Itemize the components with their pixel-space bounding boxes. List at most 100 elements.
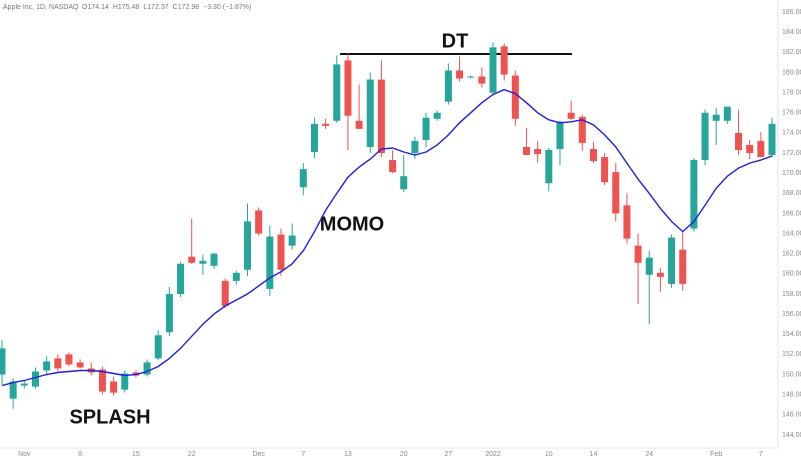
x-tick-label: 27 <box>444 451 452 458</box>
y-tick-label: 172.00 <box>782 150 801 157</box>
candle-body <box>612 172 620 214</box>
y-tick-label: 154.00 <box>782 331 801 338</box>
y-tick-label: 162.00 <box>782 251 801 258</box>
candle-body <box>467 76 475 78</box>
x-tick-label: Dec <box>252 451 265 458</box>
candle-body <box>9 381 17 399</box>
annotation: SPLASH <box>69 406 150 428</box>
x-tick-label: 13 <box>344 451 352 458</box>
candle-body <box>377 79 385 154</box>
x-tick-label: 24 <box>645 451 653 458</box>
moving-average-line <box>1 88 773 387</box>
candle-body <box>232 272 240 281</box>
candle-body <box>411 140 419 154</box>
ohlc-value: H175.48 <box>113 4 140 11</box>
x-tick-label: 15 <box>132 451 140 458</box>
candle-body <box>645 257 653 275</box>
x-tick-label: 20 <box>400 451 408 458</box>
candle-body <box>255 210 263 234</box>
x-tick-label: Nov <box>18 451 31 458</box>
y-tick-label: 176.00 <box>782 110 801 117</box>
y-tick-label: 148.00 <box>782 391 801 398</box>
candle-body <box>589 148 597 162</box>
y-tick-label: 156.00 <box>782 311 801 318</box>
candle-body <box>567 112 575 119</box>
annotation: MOMO <box>320 213 384 235</box>
candle-body <box>400 176 408 190</box>
candle-body <box>511 75 519 119</box>
y-tick-label: 160.00 <box>782 271 801 278</box>
candle-body <box>221 280 229 307</box>
candle-body <box>500 46 508 75</box>
candle-body <box>143 362 151 375</box>
annotation: DT <box>442 30 469 52</box>
y-tick-label: 178.00 <box>782 89 801 96</box>
candle-body <box>556 121 564 149</box>
candle-body <box>31 371 39 387</box>
y-tick-label: 146.00 <box>782 412 801 419</box>
y-tick-label: 150.00 <box>782 371 801 378</box>
candle-body <box>98 369 106 392</box>
candle-body <box>266 236 274 289</box>
x-tick-label: 10 <box>545 451 553 458</box>
candle-body <box>723 106 731 121</box>
candle-body <box>110 381 118 393</box>
x-tick-label: 8 <box>78 451 82 458</box>
candle-body <box>199 260 207 264</box>
candle-body <box>154 335 162 359</box>
candle-body <box>422 117 430 140</box>
y-tick-label: 158.00 <box>782 291 801 298</box>
ohlc-value: O174.14 <box>82 4 109 11</box>
candle-body <box>277 234 285 270</box>
y-tick-label: 152.00 <box>782 351 801 358</box>
candle-body <box>534 148 542 155</box>
candle-body <box>54 358 62 369</box>
x-tick-label: 2022 <box>485 451 501 458</box>
y-tick-label: 186.00 <box>782 9 801 16</box>
candle-body <box>757 140 765 158</box>
candle-body <box>355 120 363 129</box>
candle-body <box>366 79 374 147</box>
candle-body <box>244 221 252 270</box>
y-tick-label: 164.00 <box>782 230 801 237</box>
y-tick-label: 170.00 <box>782 170 801 177</box>
y-tick-label: 168.00 <box>782 190 801 197</box>
candle-body <box>522 146 530 156</box>
candle-body <box>623 205 631 239</box>
candle-body <box>299 169 307 188</box>
candle-body <box>165 293 173 333</box>
candle-body <box>210 253 218 266</box>
y-tick-label: 144.00 <box>782 432 801 439</box>
candle-body <box>690 160 698 229</box>
candle-body <box>322 123 330 126</box>
x-tick-label: 22 <box>188 451 196 458</box>
candle-body <box>601 157 609 183</box>
candle-body <box>656 272 664 277</box>
candle-body <box>545 150 553 184</box>
candle-body <box>712 114 720 121</box>
candle-body <box>735 132 743 151</box>
chart-title: Apple Inc, 1D, NASDAQ <box>3 4 79 11</box>
candle-body <box>20 383 28 386</box>
candle-body <box>344 60 352 116</box>
candle-body <box>288 235 296 246</box>
candle-body <box>188 256 196 263</box>
candle-body <box>310 123 318 153</box>
candle-body <box>768 123 776 156</box>
candle-body <box>121 373 129 390</box>
y-tick-label: 180.00 <box>782 69 801 76</box>
candle-body <box>478 76 486 84</box>
y-tick-label: 182.00 <box>782 49 801 56</box>
candle-body <box>65 354 73 365</box>
x-tick-label: 7 <box>301 451 305 458</box>
candle-body <box>746 144 754 154</box>
candle-body <box>433 112 441 119</box>
x-tick-label: 14 <box>590 451 598 458</box>
candle-body <box>389 160 397 173</box>
candle-body <box>76 362 84 368</box>
y-tick-label: 174.00 <box>782 130 801 137</box>
candle-body <box>489 47 497 93</box>
ohlc-value: L172.37 <box>143 4 168 11</box>
